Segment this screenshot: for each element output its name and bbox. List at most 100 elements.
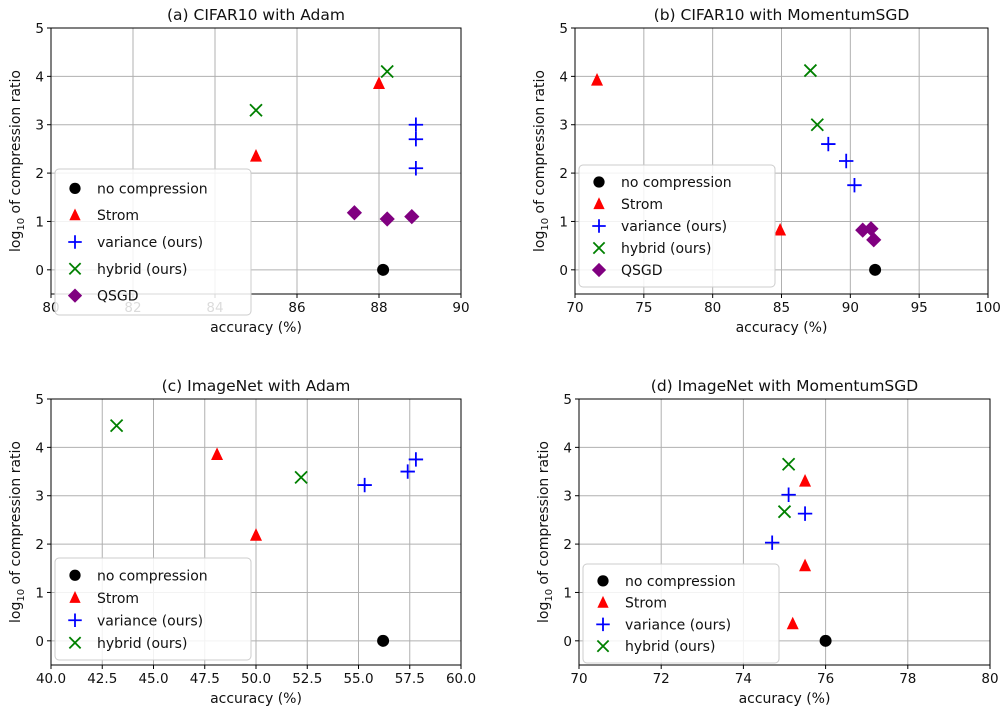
plot-frame bbox=[578, 398, 991, 666]
series-variance-ours- bbox=[764, 487, 813, 550]
y-tick-label: 5 bbox=[35, 21, 44, 37]
x-tick-label: 85 bbox=[773, 300, 790, 316]
legend-marker bbox=[68, 235, 82, 249]
legend-label: hybrid (ours) bbox=[97, 636, 187, 652]
y-axis-label-log: log bbox=[532, 231, 548, 252]
legend-marker bbox=[592, 241, 606, 255]
series-variance-ours- bbox=[821, 136, 862, 193]
y-tick-label: 3 bbox=[563, 489, 572, 505]
x-tick-label: 95 bbox=[911, 300, 928, 316]
y-tick-label: 2 bbox=[35, 166, 44, 182]
series-hybrid-ours- bbox=[109, 418, 308, 484]
series-hybrid-ours- bbox=[777, 457, 796, 519]
data-point bbox=[408, 132, 424, 147]
data-point bbox=[357, 477, 372, 493]
legend-label: variance (ours) bbox=[97, 235, 203, 251]
legend-marker bbox=[597, 595, 609, 608]
y-tick-label: 5 bbox=[35, 392, 44, 408]
data-point bbox=[408, 452, 424, 467]
y-axis-label-log: log bbox=[8, 231, 24, 252]
series-no-compression bbox=[869, 263, 882, 276]
y-tick-label: 5 bbox=[559, 21, 568, 37]
legend-marker bbox=[68, 636, 82, 650]
legend-label: QSGD bbox=[621, 263, 663, 279]
x-tick-label: 45.0 bbox=[138, 671, 168, 687]
legend: no compression Strom variance (ours) hybrid… bbox=[578, 164, 776, 288]
x-tick-label: 76 bbox=[817, 671, 834, 687]
data-point bbox=[774, 222, 787, 236]
data-point bbox=[250, 148, 262, 162]
y-tick-label: 0 bbox=[35, 634, 44, 650]
y-tick-label: 0 bbox=[563, 634, 572, 650]
x-axis-label: accuracy (%) bbox=[739, 691, 831, 707]
legend-box bbox=[54, 168, 252, 316]
x-tick-label: 88 bbox=[370, 300, 387, 316]
legend: no compression Strom variance (ours) hybrid… bbox=[54, 557, 252, 661]
y-tick-label: 4 bbox=[563, 440, 572, 456]
y-tick-label: 4 bbox=[35, 69, 44, 85]
x-tick-label: 70 bbox=[566, 300, 583, 316]
data-point bbox=[404, 209, 420, 225]
y-tick-label: 5 bbox=[563, 392, 572, 408]
x-tick-label: 90 bbox=[452, 300, 469, 316]
x-tick-label: 90 bbox=[842, 300, 859, 316]
y-tick-label: 3 bbox=[35, 489, 44, 505]
data-point bbox=[294, 470, 308, 484]
data-point bbox=[380, 64, 394, 79]
data-point bbox=[810, 118, 824, 132]
data-point bbox=[799, 474, 812, 487]
data-point bbox=[109, 418, 124, 433]
x-tick-label: 74 bbox=[735, 671, 752, 687]
chart-panel-4: 70 72 74 76 78 80 0 1 2 3 4 5 (d) ImageNet with Mome… bbox=[536, 377, 999, 707]
data-point bbox=[839, 153, 854, 169]
x-axis-label: accuracy (%) bbox=[210, 691, 302, 707]
data-point bbox=[408, 161, 424, 176]
legend-label: Strom bbox=[621, 197, 663, 213]
series-strom bbox=[211, 447, 262, 541]
x-tick-label: 100 bbox=[975, 300, 1001, 316]
y-axis-label-sub: 10 bbox=[16, 589, 27, 602]
series-no-compression bbox=[377, 634, 390, 647]
legend-marker bbox=[592, 219, 606, 233]
x-tick-label: 70 bbox=[570, 671, 587, 687]
series-variance-ours- bbox=[357, 452, 424, 493]
y-tick-label: 1 bbox=[35, 585, 44, 601]
chart-title: (d) ImageNet with MomentumSGD bbox=[651, 377, 919, 395]
x-tick-label: 72 bbox=[653, 671, 670, 687]
legend-label: Strom bbox=[97, 208, 139, 224]
data-point bbox=[211, 447, 224, 461]
y-axis-label-log: log bbox=[8, 602, 24, 623]
legend-label: no compression bbox=[621, 175, 732, 191]
data-point bbox=[803, 63, 818, 78]
series-qsgd bbox=[346, 205, 420, 227]
series-hybrid-ours- bbox=[803, 63, 824, 132]
legend-label: variance (ours) bbox=[625, 617, 731, 633]
data-point bbox=[377, 263, 390, 276]
y-tick-label: 3 bbox=[35, 118, 44, 134]
data-point bbox=[847, 177, 862, 193]
legend-label: no compression bbox=[625, 574, 736, 590]
chart-panel-3: 40.0 42.5 45.0 47.5 50.0 52.5 55.0 57.5 60.0 0 1 2 3… bbox=[8, 377, 476, 707]
data-point bbox=[821, 136, 836, 152]
y-tick-label: 1 bbox=[35, 214, 44, 230]
data-point bbox=[799, 558, 812, 572]
x-tick-label: 50.0 bbox=[241, 671, 271, 687]
x-tick-label: 55.0 bbox=[343, 671, 373, 687]
legend-marker bbox=[69, 569, 81, 581]
x-tick-label: 80 bbox=[704, 300, 721, 316]
data-point bbox=[863, 221, 879, 237]
series-hybrid-ours- bbox=[249, 64, 394, 117]
x-tick-label: 47.5 bbox=[190, 671, 220, 687]
data-point bbox=[346, 205, 362, 221]
plot-frame bbox=[50, 27, 462, 295]
legend-label: hybrid (ours) bbox=[625, 639, 715, 655]
legend-label: hybrid (ours) bbox=[621, 241, 711, 257]
series-strom bbox=[786, 474, 812, 630]
series-qsgd bbox=[855, 221, 882, 248]
legend-marker bbox=[69, 591, 81, 603]
y-tick-label: 1 bbox=[559, 214, 568, 230]
y-tick-label: 3 bbox=[559, 118, 568, 134]
data-point bbox=[250, 528, 262, 541]
chart-title: (b) CIFAR10 with MomentumSGD bbox=[654, 6, 910, 24]
